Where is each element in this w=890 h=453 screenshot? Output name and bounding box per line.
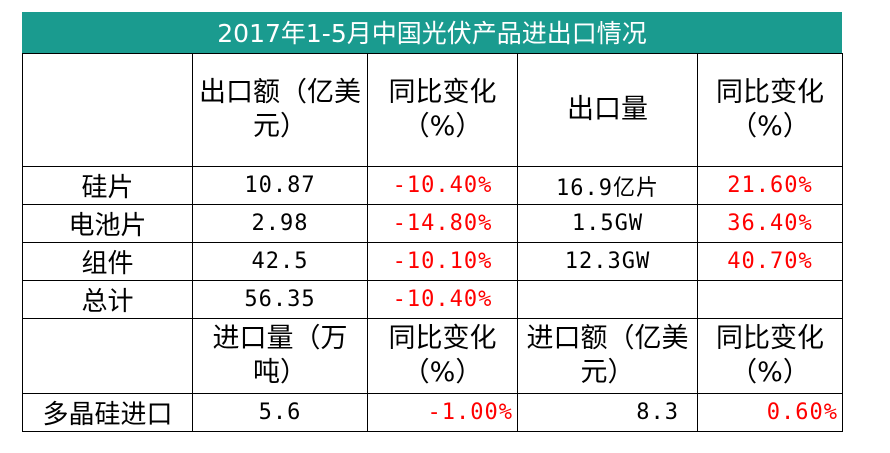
import-amount-cell: 8.3	[517, 393, 698, 432]
table-row: 硅片 10.87 -10.40% 16.9亿片 21.60%	[22, 166, 843, 205]
row-label: 硅片	[22, 166, 193, 205]
header-export-volume-change: 同比变化（%）	[697, 53, 843, 167]
import-row: 多晶硅进口 5.6 -1.00% 8.3 0.60%	[22, 393, 843, 432]
header-import-volume: 进口量（万吨）	[192, 318, 368, 394]
header-import-volume-change: 同比变化（%）	[367, 318, 518, 394]
export-amount-change-cell: -14.80%	[367, 204, 518, 243]
title-text: 2017年1-5月中国光伏产品进出口情况	[217, 19, 647, 48]
export-volume-change-cell: 36.40%	[697, 204, 843, 243]
export-volume-change-cell: 21.60%	[697, 166, 843, 205]
table-title: 2017年1-5月中国光伏产品进出口情况	[22, 12, 842, 53]
title-top-accent	[22, 12, 842, 14]
header-export-amount: 出口额（亿美元）	[192, 53, 368, 167]
table-row: 组件 42.5 -10.10% 12.3GW 40.70%	[22, 242, 843, 281]
import-volume-cell: 5.6	[192, 393, 368, 432]
trade-table: 出口额（亿美元） 同比变化（%） 出口量 同比变化（%） 硅片 10.87 -1…	[22, 53, 843, 432]
header-blank-cell	[22, 318, 193, 394]
row-label: 多晶硅进口	[22, 393, 193, 432]
export-volume-cell	[517, 280, 698, 319]
import-volume-change-cell: -1.00%	[367, 393, 518, 432]
row-label: 总计	[22, 280, 193, 319]
header-export-amount-change: 同比变化（%）	[367, 53, 518, 167]
export-volume-cell: 1.5GW	[517, 204, 698, 243]
import-amount-change-cell: 0.60%	[697, 393, 843, 432]
export-volume-cell: 12.3GW	[517, 242, 698, 281]
header-import-amount-change: 同比变化（%）	[697, 318, 843, 394]
export-header-row: 出口额（亿美元） 同比变化（%） 出口量 同比变化（%）	[22, 53, 843, 167]
export-amount-cell: 56.35	[192, 280, 368, 319]
import-header-row: 进口量（万吨） 同比变化（%） 进口额（亿美元） 同比变化（%）	[22, 318, 843, 394]
header-export-volume: 出口量	[517, 53, 698, 167]
export-volume-change-cell: 40.70%	[697, 242, 843, 281]
export-volume-change-cell	[697, 280, 843, 319]
header-blank-cell	[22, 53, 193, 167]
export-amount-change-cell: -10.40%	[367, 280, 518, 319]
header-import-amount: 进口额（亿美元）	[517, 318, 698, 394]
export-amount-cell: 2.98	[192, 204, 368, 243]
export-amount-change-cell: -10.10%	[367, 242, 518, 281]
row-label: 组件	[22, 242, 193, 281]
row-label: 电池片	[22, 204, 193, 243]
total-row: 总计 56.35 -10.40%	[22, 280, 843, 319]
export-volume-cell: 16.9亿片	[517, 166, 698, 205]
export-amount-cell: 42.5	[192, 242, 368, 281]
export-amount-change-cell: -10.40%	[367, 166, 518, 205]
table-row: 电池片 2.98 -14.80% 1.5GW 36.40%	[22, 204, 843, 243]
export-amount-cell: 10.87	[192, 166, 368, 205]
